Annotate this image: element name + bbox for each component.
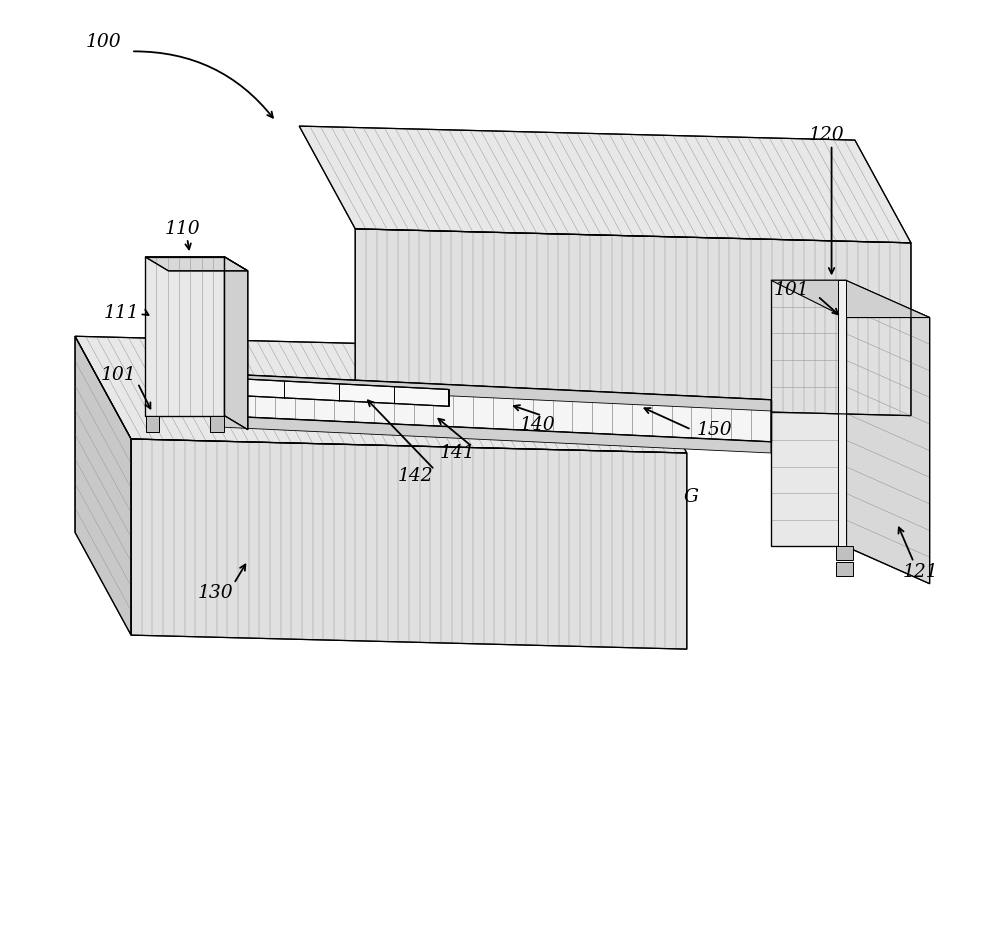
Polygon shape xyxy=(355,229,911,416)
Polygon shape xyxy=(771,280,930,318)
Polygon shape xyxy=(131,439,687,649)
Text: 110: 110 xyxy=(165,219,200,238)
Text: 111: 111 xyxy=(104,304,140,322)
Polygon shape xyxy=(75,336,131,635)
Polygon shape xyxy=(215,374,771,442)
Text: 130: 130 xyxy=(197,584,233,602)
Polygon shape xyxy=(146,416,159,432)
Text: 121: 121 xyxy=(902,562,938,581)
Text: 100: 100 xyxy=(85,33,121,51)
Text: 101: 101 xyxy=(101,366,137,385)
Polygon shape xyxy=(210,416,224,432)
Text: G: G xyxy=(684,488,699,506)
Polygon shape xyxy=(836,546,853,560)
Text: 120: 120 xyxy=(809,126,845,145)
Polygon shape xyxy=(145,257,248,271)
Polygon shape xyxy=(215,416,771,453)
Polygon shape xyxy=(224,257,248,430)
Text: 140: 140 xyxy=(520,416,555,434)
Text: 141: 141 xyxy=(440,444,476,462)
Polygon shape xyxy=(145,257,224,416)
Polygon shape xyxy=(838,280,846,546)
Polygon shape xyxy=(771,280,846,546)
Polygon shape xyxy=(299,126,911,243)
Text: 101: 101 xyxy=(774,280,809,299)
Text: 150: 150 xyxy=(697,420,733,439)
Polygon shape xyxy=(229,378,449,406)
Polygon shape xyxy=(215,374,771,411)
Polygon shape xyxy=(846,280,930,584)
Polygon shape xyxy=(836,562,853,576)
Text: 142: 142 xyxy=(398,467,434,486)
Polygon shape xyxy=(75,336,687,453)
